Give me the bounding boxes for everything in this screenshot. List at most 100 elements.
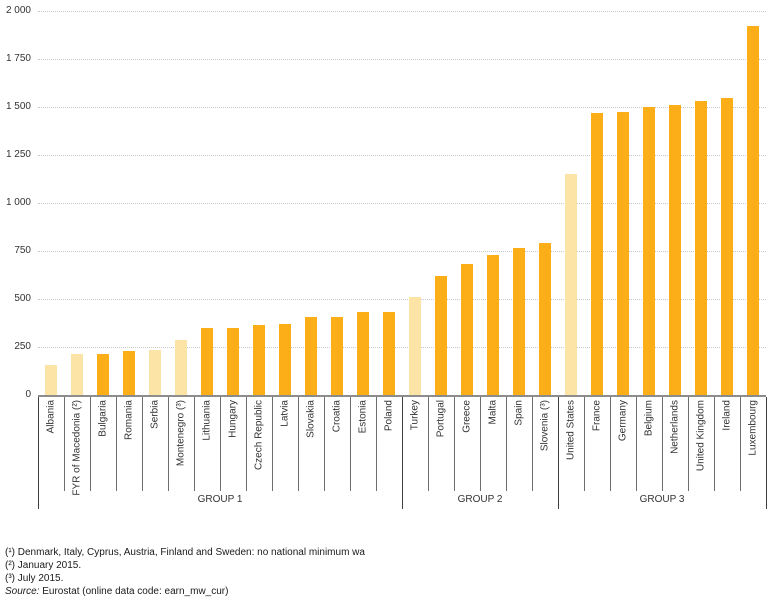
- x-axis-label: Slovakia: [305, 400, 317, 438]
- column-separator: [688, 397, 689, 491]
- y-axis-tick-label: 2 000: [5, 5, 31, 16]
- y-axis-tick-label: 1 500: [5, 101, 31, 112]
- y-axis-tick-label: 1 000: [5, 197, 31, 208]
- gridline: [38, 11, 766, 12]
- bar: [539, 243, 551, 395]
- bar: [591, 113, 603, 395]
- x-axis-label-cell: Montenegro (³): [168, 397, 194, 491]
- x-axis-label-cell: Turkey: [402, 397, 428, 491]
- column-separator: [64, 397, 65, 491]
- x-axis-label: Slovenia (³): [539, 400, 551, 452]
- gridline: [38, 347, 766, 348]
- x-axis-label: Czech Republic: [253, 400, 265, 471]
- x-axis-label-cell: Greece: [454, 397, 480, 491]
- bar: [175, 339, 187, 395]
- column-separator: [350, 397, 351, 491]
- x-axis-label: Malta: [487, 400, 499, 425]
- bar: [123, 350, 135, 395]
- bar: [357, 312, 369, 395]
- column-separator: [298, 397, 299, 491]
- x-axis-label: Spain: [513, 400, 525, 426]
- y-axis-tick-label: 250: [14, 341, 31, 352]
- x-axis-label: Poland: [383, 400, 395, 432]
- group-separator: [766, 397, 767, 509]
- x-axis-label: Hungary: [227, 400, 239, 438]
- column-separator: [324, 397, 325, 491]
- x-axis-label-cell: United Kingdom: [688, 397, 714, 491]
- x-axis-label-cell: Malta: [480, 397, 506, 491]
- x-axis-label: Lithuania: [201, 400, 213, 441]
- x-axis-label: France: [591, 400, 603, 432]
- bar: [279, 323, 291, 395]
- column-separator: [714, 397, 715, 491]
- x-axis-label: United States: [565, 400, 577, 461]
- y-axis-tick-label: 1 750: [5, 53, 31, 64]
- group-label: GROUP 3: [639, 494, 685, 505]
- x-axis-label-cell: Albania: [38, 397, 64, 491]
- group-separator: [402, 397, 403, 509]
- column-separator: [220, 397, 221, 491]
- x-axis-label-cell: Portugal: [428, 397, 454, 491]
- source-label: Source:: [5, 586, 40, 597]
- x-axis-label-cell: Estonia: [350, 397, 376, 491]
- bar: [617, 112, 629, 395]
- x-axis-label-cell: Latvia: [272, 397, 298, 491]
- x-axis-label-cell: Spain: [506, 397, 532, 491]
- x-axis-label: Montenegro (³): [175, 400, 187, 467]
- y-axis-tick-label: 750: [14, 245, 31, 256]
- y-axis-tick-label: 0: [25, 389, 31, 400]
- x-axis-label-cell: Ireland: [714, 397, 740, 491]
- column-separator: [246, 397, 247, 491]
- column-separator: [584, 397, 585, 491]
- gridline: [38, 155, 766, 156]
- chart-plot-area: 0 250 500 750 1 000 1 250 1 500 1 750 2 000: [6, 5, 766, 400]
- x-axis-label-cell: Slovenia (³): [532, 397, 558, 491]
- x-axis-label-cell: Bulgaria: [90, 397, 116, 491]
- x-axis-label: Romania: [123, 400, 135, 441]
- group-separator: [558, 397, 559, 509]
- column-separator: [194, 397, 195, 491]
- x-axis-label: Luxembourg: [747, 400, 759, 456]
- group-label-row: GROUP 1 GROUP 2 GROUP 3: [38, 494, 766, 510]
- column-separator: [168, 397, 169, 491]
- x-axis-label: Croatia: [331, 400, 343, 433]
- bar: [45, 365, 57, 395]
- column-separator: [376, 397, 377, 491]
- x-axis-label-cell: Romania: [116, 397, 142, 491]
- x-axis-label-cell: France: [584, 397, 610, 491]
- x-axis-label-cell: Croatia: [324, 397, 350, 491]
- x-axis-label-cell: Luxembourg: [740, 397, 766, 491]
- x-axis-label: United Kingdom: [695, 400, 707, 472]
- gridline: [38, 107, 766, 108]
- column-separator: [480, 397, 481, 491]
- bar: [71, 353, 83, 395]
- x-axis-label: FYR of Macedonia (²): [71, 400, 83, 496]
- x-axis-label: Serbia: [149, 400, 161, 429]
- column-separator: [428, 397, 429, 491]
- x-axis-label-cell: United States: [558, 397, 584, 491]
- footnotes: (¹) Denmark, Italy, Cyprus, Austria, Fin…: [5, 546, 365, 598]
- x-axis-label: Belgium: [643, 400, 655, 437]
- bar: [461, 263, 473, 395]
- bar: [721, 98, 733, 395]
- x-axis-label-cell: Serbia: [142, 397, 168, 491]
- column-separator: [740, 397, 741, 491]
- column-separator: [272, 397, 273, 491]
- column-separator: [90, 397, 91, 491]
- column-separator: [454, 397, 455, 491]
- column-separator: [610, 397, 611, 491]
- bar: [149, 349, 161, 395]
- x-axis-label-cell: FYR of Macedonia (²): [64, 397, 90, 496]
- x-axis-label: Portugal: [435, 400, 447, 438]
- x-axis-label: Latvia: [279, 400, 291, 427]
- x-axis-label-cell: Poland: [376, 397, 402, 491]
- footnote-line: (³) July 2015.: [5, 573, 64, 584]
- bar: [305, 317, 317, 395]
- x-axis-label: Ireland: [721, 400, 733, 431]
- column-separator: [532, 397, 533, 491]
- x-axis-label-cell: Lithuania: [194, 397, 220, 491]
- bar: [487, 255, 499, 395]
- x-axis-label: Greece: [461, 400, 473, 433]
- x-axis-label: Estonia: [357, 400, 369, 434]
